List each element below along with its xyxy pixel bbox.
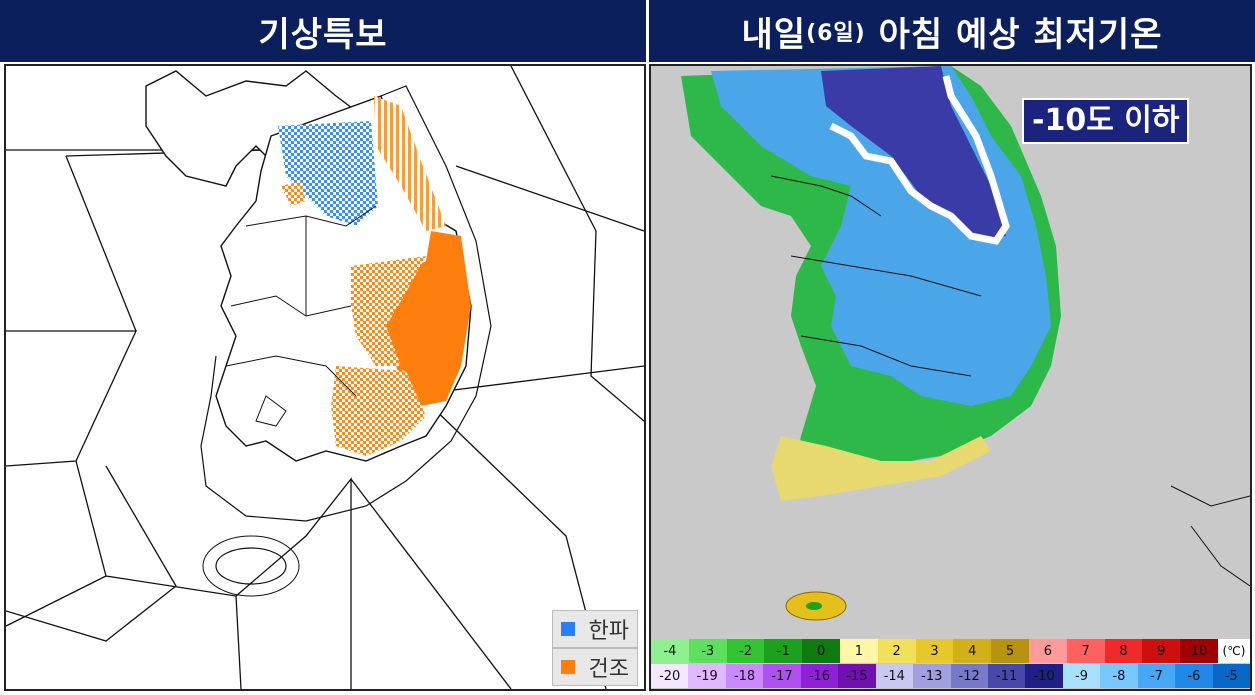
legend-cold-wave-label: 한파 [588,619,629,644]
right-title-date: (6일) [806,21,866,46]
minus10-badge: -10도 이하 [1022,98,1190,144]
dry-advisory-south [331,366,426,456]
jeju-temp-green [806,602,822,610]
legend-dry-label: 건조 [588,657,629,682]
scale-cell: -5 [1212,664,1250,688]
legend-dry-swatch [560,660,575,674]
jeju-sea-zone [202,535,300,597]
scale-cell: -12 [950,664,988,688]
minus10-contour [829,75,1010,245]
scale-unit: (℃) [1217,639,1250,663]
right-title-main: 내일 [741,14,807,55]
dry-warning-area [366,231,471,406]
scale-cell: -17 [763,664,801,688]
temp-map-borders [770,175,1250,587]
scale-cell: 6 [1028,639,1067,663]
scale-cell: -2 [726,639,765,663]
scale-cell: -15 [838,664,876,688]
dry-east-coast-area [374,96,446,231]
legend-scale-bottom: -20 -19 -18 -17 -16 -15 -14 -13 -12 -11 -10 -9 -8 -7-… [651,664,1250,688]
scale-cell: 10 [1180,639,1218,663]
scale-cell: -6 [1175,664,1213,688]
land-darkblue [821,66,1006,241]
legend-cold-wave: 한파 [551,610,638,648]
left-title: 기상특보 [0,0,646,62]
scale-cell: -16 [800,664,839,688]
scale-cell: -1 [764,639,803,663]
scale-cell: -10 [1025,664,1063,688]
scale-cell: -14 [875,664,914,688]
coast-buffer-line [200,85,492,522]
sea-zone-lines [6,66,644,689]
cold-wave-area [278,121,378,226]
scale-cell: 7 [1066,639,1105,663]
scale-cell: 4 [953,639,992,663]
scale-cell: 8 [1104,639,1143,663]
scale-cell: -7 [1137,664,1176,688]
scale-cell: -3 [688,639,727,663]
right-title-rest: 아침 예상 최저기온 [865,14,1163,55]
scale-cell: 9 [1142,639,1181,663]
scale-cell: -9 [1062,664,1101,688]
scale-cell: -18 [725,664,764,688]
legend-cold-wave-swatch [560,622,575,636]
scale-cell: -19 [688,664,726,688]
scale-cell: -20 [651,664,689,688]
warning-map: 한파 건조 [4,64,646,691]
scale-cell: -8 [1100,664,1138,688]
legend-dry: 건조 [551,648,638,686]
warning-map-svg [6,66,644,689]
scale-cell: -11 [987,664,1026,688]
dry-advisory-small [281,181,306,206]
legend-scale-top: -4 -3 -2 -1 0 1 2 3 4 5 6 7 8 9 10 (℃) [651,639,1250,663]
scale-cell: 2 [877,639,916,663]
scale-cell: 5 [991,639,1029,663]
scale-cell: 1 [839,639,878,663]
scale-cell: -4 [651,639,689,663]
province-borders [225,205,377,427]
scale-cell: 3 [915,639,954,663]
jeju-outline [215,547,287,585]
scale-cell: -13 [913,664,951,688]
scale-cell: 0 [802,639,840,663]
temperature-map-svg [681,66,1250,621]
dry-advisory-area [351,256,426,366]
right-title: 내일 (6일) 아침 예상 최저기온 [649,0,1255,62]
temperature-map: -10도 이하 -4 -3 -2 -1 0 1 2 3 4 5 6 7 8 9 10 (℃) -20 -19 -1… [649,64,1252,691]
south-coast-mild [771,436,991,501]
